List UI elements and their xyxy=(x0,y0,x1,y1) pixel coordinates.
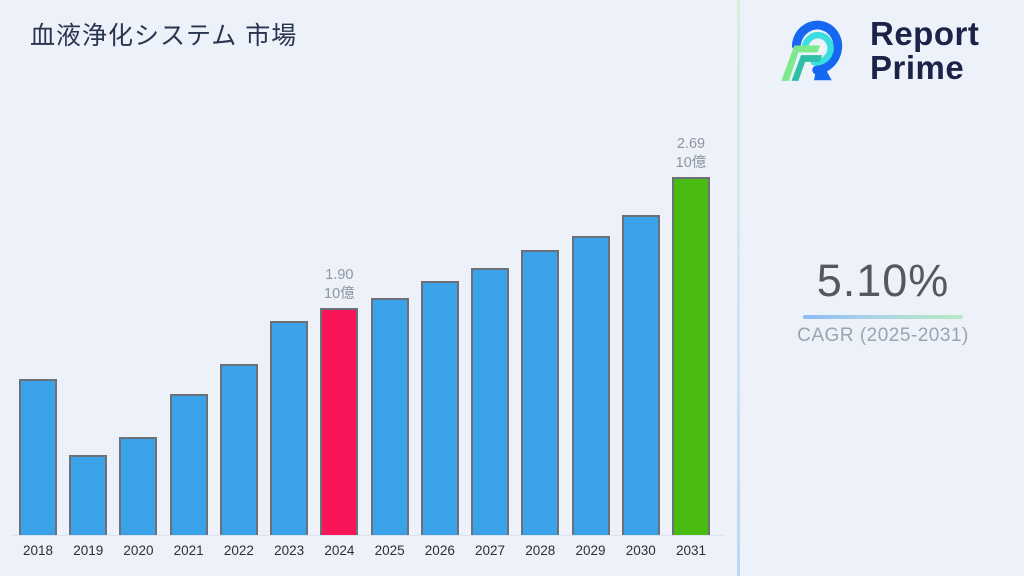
cagr-value: 5.10% xyxy=(816,255,950,306)
x-axis-label-2030: 2030 xyxy=(625,543,656,558)
bar-2028 xyxy=(521,250,560,535)
report-prime-logo-icon xyxy=(781,20,843,81)
bar-2027 xyxy=(471,268,510,535)
cagr-underline xyxy=(803,315,963,319)
bar-2024 xyxy=(320,308,359,535)
bar-2030 xyxy=(621,215,660,535)
x-axis-line xyxy=(12,535,724,536)
x-axis-label-2029: 2029 xyxy=(575,543,606,558)
x-axis-label-2031: 2031 xyxy=(675,543,706,558)
bar-2026 xyxy=(420,281,459,535)
bar-2021 xyxy=(169,394,208,535)
bar-chart: 2018 2019 2020 2021 2022 2023 2024 1.90 10億 2025 2… xyxy=(12,136,724,558)
x-axis-label-2020: 2020 xyxy=(123,543,154,558)
x-axis-label-2019: 2019 xyxy=(73,543,104,558)
logo-text-line2: Prime xyxy=(870,49,965,86)
bar-2022 xyxy=(219,364,258,535)
x-axis-label-2025: 2025 xyxy=(374,543,405,558)
bar-2031 xyxy=(671,177,710,535)
x-axis-label-2026: 2026 xyxy=(424,543,455,558)
x-axis-label-2021: 2021 xyxy=(173,543,204,558)
bar-2019 xyxy=(69,455,108,535)
bar-value-label-2024: 1.90 10億 xyxy=(324,267,355,302)
bar-value-label-2031: 2.69 10億 xyxy=(675,136,707,171)
x-axis-label-2022: 2022 xyxy=(223,543,254,558)
report-prime-logo-text: Report Prime xyxy=(870,17,979,85)
x-axis-label-2023: 2023 xyxy=(274,543,305,558)
x-axis-label-2024: 2024 xyxy=(324,543,355,558)
report-prime-logo: Report Prime xyxy=(780,10,979,92)
bar-2025 xyxy=(370,298,409,535)
logo-text-line1: Report xyxy=(870,15,980,52)
bar-2020 xyxy=(119,437,158,535)
bar-2029 xyxy=(571,236,610,535)
page-title: 血液浄化システム 市場 xyxy=(30,22,298,50)
cagr-block: 5.10% CAGR (2025-2031) xyxy=(772,255,994,347)
panel-divider xyxy=(737,0,740,576)
x-axis-label-2018: 2018 xyxy=(22,543,54,558)
bar-2018 xyxy=(19,379,57,535)
x-axis-label-2028: 2028 xyxy=(525,543,556,558)
cagr-label: CAGR (2025-2031) xyxy=(797,325,969,346)
x-axis-label-2027: 2027 xyxy=(475,543,506,558)
bar-2023 xyxy=(270,321,309,535)
